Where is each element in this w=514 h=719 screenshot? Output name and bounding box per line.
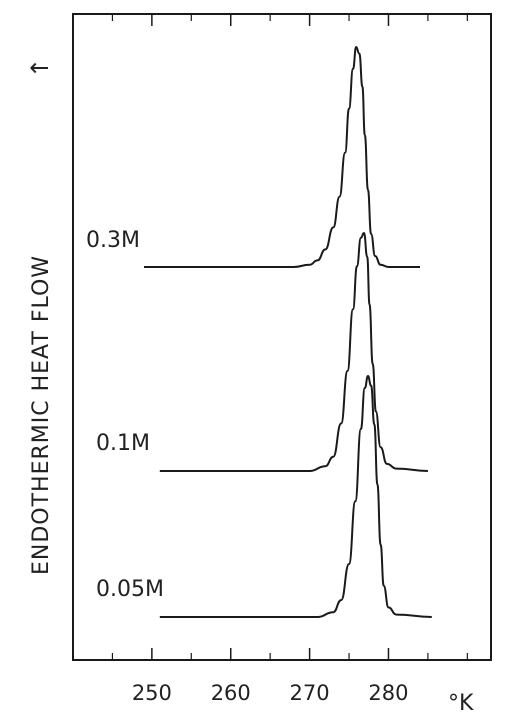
series-labels: 0.3M 0.1M 0.05M — [86, 228, 164, 602]
x-tick-label-280: 280 — [368, 681, 408, 705]
x-tick-label-250: 250 — [132, 681, 172, 705]
series-line-1 — [159, 232, 428, 473]
y-axis-label: ENDOTHERMIC HEAT FLOW — [29, 255, 54, 575]
curves — [143, 46, 432, 619]
plot-frame — [72, 13, 492, 661]
x-ticks: 250 260 270 280 — [111, 14, 468, 705]
series-line-2 — [159, 375, 432, 619]
series-line-0 — [143, 46, 420, 269]
series-label-0: 0.3M — [86, 228, 140, 253]
series-label-1: 0.1M — [96, 431, 150, 456]
x-tick-label-260: 260 — [211, 681, 251, 705]
series-label-2: 0.05M — [96, 577, 164, 602]
x-axis-unit: °K — [448, 691, 474, 716]
x-tick-label-270: 270 — [290, 681, 330, 705]
y-axis-arrow: ↑ — [26, 58, 54, 78]
